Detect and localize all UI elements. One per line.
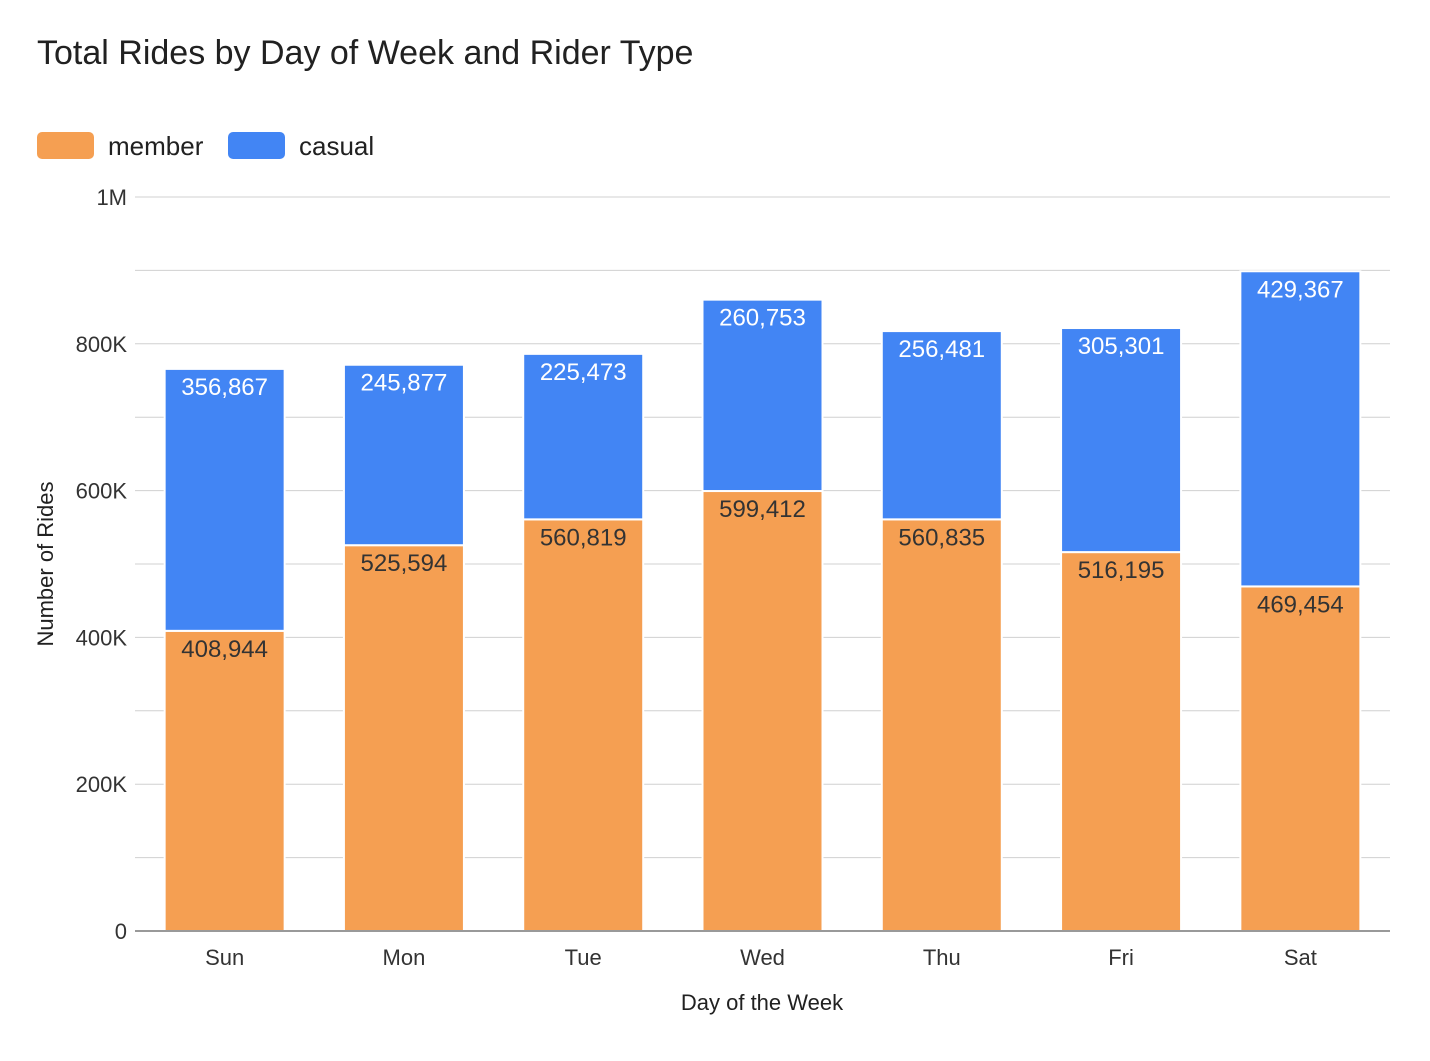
- bar-casual-mon: [342, 363, 465, 547]
- bars: [163, 270, 1362, 932]
- bar-member-sun: [163, 629, 286, 932]
- x-tick-label: Fri: [1108, 945, 1134, 970]
- bar-member-thu: [880, 518, 1003, 932]
- y-tick-label: 400K: [76, 625, 128, 650]
- legend-swatch-casual: [228, 132, 285, 159]
- x-tick-label: Mon: [383, 945, 426, 970]
- data-label-member-sun: 408,944: [181, 636, 268, 663]
- bar-member-wed: [701, 490, 824, 932]
- data-label-member-thu: 560,835: [898, 524, 985, 551]
- y-tick-label: 1M: [96, 185, 127, 210]
- x-axis-ticks: Sun Mon Tue Wed Thu Fri Sat: [205, 945, 1317, 970]
- y-axis-ticks: 0 200K 400K 600K 800K 1M: [76, 185, 128, 944]
- chart-title: Total Rides by Day of Week and Rider Typ…: [37, 34, 693, 72]
- legend: member casual: [37, 131, 374, 161]
- legend-label-member: member: [108, 131, 204, 161]
- bar-member-fri: [1060, 551, 1183, 932]
- data-label-casual-sat: 429,367: [1257, 276, 1344, 303]
- data-label-casual-thu: 256,481: [898, 336, 985, 363]
- legend-label-casual: casual: [299, 131, 374, 161]
- bar-member-mon: [342, 544, 465, 932]
- bar-casual-sat: [1239, 270, 1362, 588]
- bar-casual-wed: [701, 298, 824, 493]
- x-tick-label: Sat: [1284, 945, 1317, 970]
- data-label-casual-sun: 356,867: [181, 374, 268, 401]
- data-label-member-wed: 599,412: [719, 496, 806, 523]
- x-tick-label: Thu: [923, 945, 961, 970]
- y-tick-label: 200K: [76, 772, 128, 797]
- data-label-member-fri: 516,195: [1078, 557, 1165, 584]
- data-labels: 408,944 356,867 525,594 245,877 560,819 225,4…: [181, 276, 1343, 663]
- bar-member-tue: [522, 518, 645, 932]
- x-tick-label: Sun: [205, 945, 244, 970]
- y-tick-label: 0: [115, 919, 127, 944]
- y-tick-label: 600K: [76, 479, 128, 504]
- bar-member-sat: [1239, 585, 1362, 932]
- x-tick-label: Tue: [565, 945, 602, 970]
- legend-swatch-member: [37, 132, 94, 159]
- data-label-casual-wed: 260,753: [719, 305, 806, 332]
- data-label-casual-mon: 245,877: [361, 370, 448, 397]
- y-tick-label: 800K: [76, 332, 128, 357]
- data-label-member-mon: 525,594: [361, 550, 448, 577]
- bar-casual-sun: [163, 367, 286, 632]
- data-label-casual-fri: 305,301: [1078, 333, 1165, 360]
- data-label-member-sat: 469,454: [1257, 591, 1344, 618]
- x-tick-label: Wed: [740, 945, 785, 970]
- data-label-member-tue: 560,819: [540, 524, 627, 551]
- bar-casual-tue: [522, 352, 645, 521]
- x-axis-title: Day of the Week: [681, 990, 844, 1015]
- bar-casual-fri: [1060, 327, 1183, 554]
- y-axis-title: Number of Rides: [33, 481, 58, 646]
- bar-casual-thu: [880, 330, 1003, 521]
- data-label-casual-tue: 225,473: [540, 359, 627, 386]
